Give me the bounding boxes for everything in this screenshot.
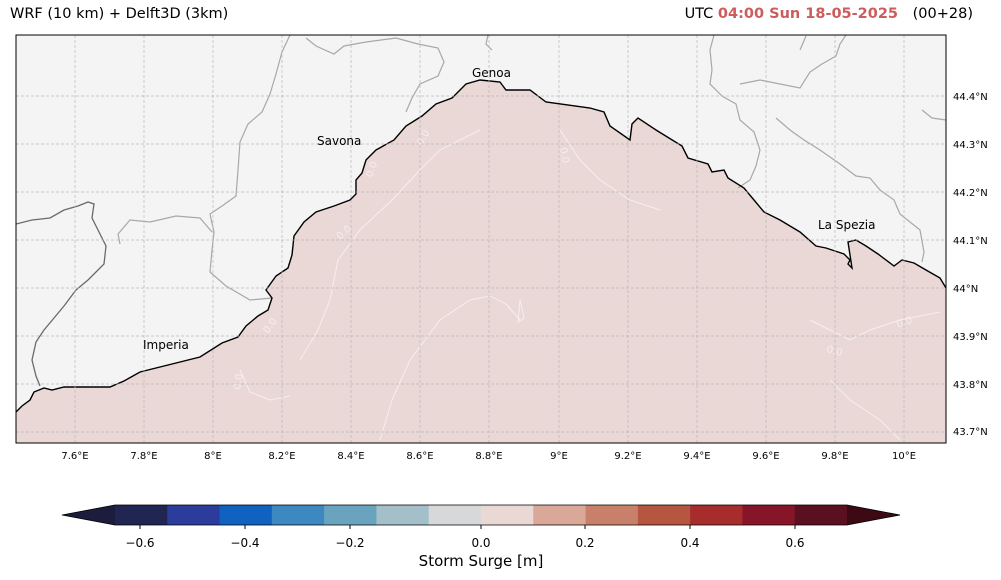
graticule [16,35,946,443]
colorbar-segment [481,505,534,525]
svg-text:44.3°N: 44.3°N [953,140,988,151]
svg-text:7.6°E: 7.6°E [61,451,88,462]
utc-prefix: UTC [684,6,714,22]
colorbar-segment [585,505,639,525]
city-label-la-spezia: La Spezia [818,218,875,232]
svg-text:0.0: 0.0 [557,147,571,165]
svg-text:44.2°N: 44.2°N [953,188,988,199]
svg-text:0.0: 0.0 [895,315,914,331]
svg-text:9°E: 9°E [550,451,568,462]
national-border [16,201,107,387]
colorbar-segment [428,505,482,525]
svg-text:−0.4: −0.4 [230,536,259,550]
svg-text:43.8°N: 43.8°N [953,380,988,391]
colorbar-extend-high [847,505,900,525]
city-label-imperia: Imperia [143,338,189,352]
coastline [16,79,946,413]
colorbar-segment [115,505,168,525]
svg-text:0.0: 0.0 [471,536,490,550]
forecast-lead: (00+28) [912,6,973,22]
svg-text:0.0: 0.0 [364,160,380,179]
city-label-genoa: Genoa [472,66,511,80]
colorbar-label: Storm Surge [m] [418,552,544,570]
svg-text:8.6°E: 8.6°E [406,451,433,462]
svg-text:9.6°E: 9.6°E [752,451,779,462]
colorbar-segment [637,505,691,525]
svg-text:8.4°E: 8.4°E [337,451,364,462]
colorbar-segment [324,505,378,525]
colorbar-segment [690,505,744,525]
lat-tick-labels: 44.4°N 44.3°N 44.2°N 44.1°N 44°N 43.9°N … [953,92,988,438]
colorbar-segment [742,505,796,525]
svg-text:44.4°N: 44.4°N [953,92,988,103]
svg-text:0.0: 0.0 [232,373,246,391]
city-label-savona: Savona [317,134,361,148]
svg-text:0.2: 0.2 [575,536,594,550]
map-frame [15,34,947,444]
svg-text:8.2°E: 8.2°E [268,451,295,462]
colorbar-extend-low [62,505,115,525]
svg-text:10°E: 10°E [892,451,916,462]
svg-text:−0.2: −0.2 [335,536,364,550]
colorbar-outline [61,504,901,526]
svg-text:44°N: 44°N [953,284,978,295]
svg-text:9.8°E: 9.8°E [821,451,848,462]
svg-text:9.2°E: 9.2°E [614,451,641,462]
lon-tick-labels: 7.6°E 7.8°E 8°E 8.2°E 8.4°E 8.6°E 8.8°E … [61,451,916,462]
colorbar-tick-labels: −0.6 −0.4 −0.2 0.0 0.2 0.4 0.6 [125,536,804,550]
svg-text:7.8°E: 7.8°E [130,451,157,462]
svg-text:0.0: 0.0 [825,344,843,359]
svg-text:−0.6: −0.6 [125,536,154,550]
svg-text:43.9°N: 43.9°N [953,332,988,343]
svg-text:8.8°E: 8.8°E [475,451,502,462]
forecast-time: UTC 04:00 Sun 18-05-2025 (00+28) [685,6,973,22]
admin-borders [117,35,946,301]
colorbar-segment [533,505,587,525]
map-title: WRF (10 km) + Delft3D (3km) [10,6,229,22]
svg-text:43.7°N: 43.7°N [953,427,988,438]
svg-text:44.1°N: 44.1°N [953,236,988,247]
colorbar-segment [167,505,221,525]
sea-area [16,80,946,443]
svg-text:8°E: 8°E [204,451,222,462]
svg-text:0.6: 0.6 [785,536,804,550]
forecast-datetime: 04:00 Sun 18-05-2025 [717,6,899,22]
colorbar-segment [271,505,325,525]
svg-text:0.4: 0.4 [680,536,699,550]
colorbar-segment [794,505,848,525]
colorbar [61,504,901,529]
zero-contours [239,129,941,441]
colorbar-segment [219,505,273,525]
svg-text:9.4°E: 9.4°E [683,451,710,462]
colorbar-segment [376,505,430,525]
